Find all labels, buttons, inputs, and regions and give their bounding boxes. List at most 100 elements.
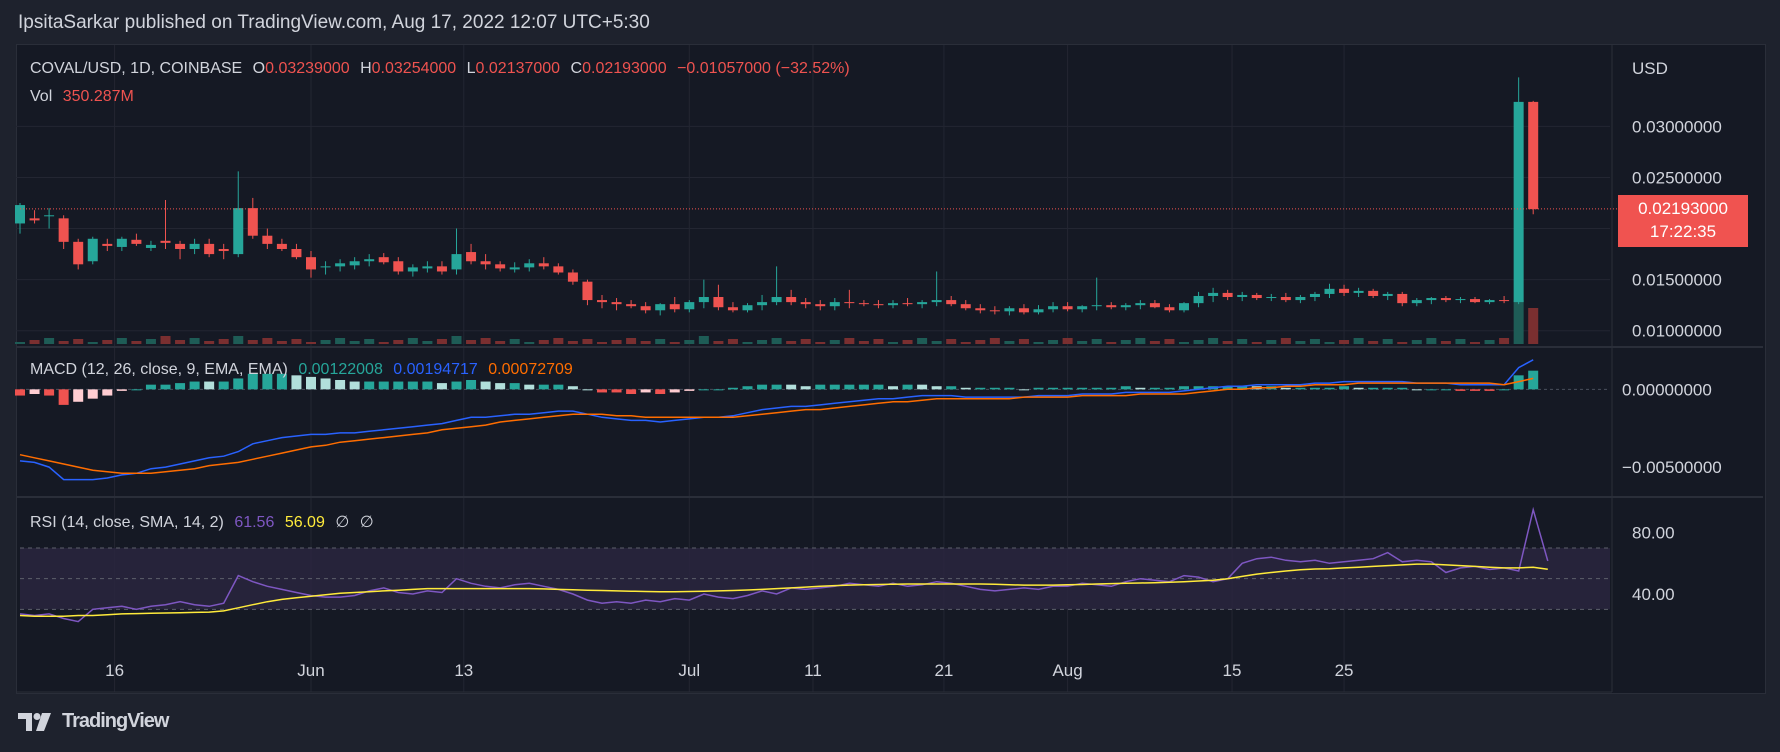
candle-body xyxy=(538,263,549,267)
volume-bar xyxy=(902,340,913,344)
candle-body xyxy=(626,304,637,307)
volume-bar xyxy=(1499,338,1510,344)
macd-hist-bar xyxy=(873,384,884,390)
candle-body xyxy=(888,303,898,306)
volume-bar xyxy=(291,339,302,344)
candle-body xyxy=(1251,294,1262,299)
macd-hist-bar xyxy=(320,378,331,390)
candle-body xyxy=(1149,303,1160,308)
low-value: 0.02137000 xyxy=(475,60,561,77)
candle-body xyxy=(451,254,462,270)
candle-body xyxy=(742,305,753,311)
last-price-value: 0.02193000 xyxy=(1638,199,1728,218)
tradingview-brand[interactable]: TradingView xyxy=(62,710,169,732)
volume-bar xyxy=(1309,339,1320,344)
candle-body xyxy=(1237,294,1248,298)
macd-hist-bar xyxy=(727,387,738,390)
volume-bar xyxy=(582,339,593,344)
macd-hist-bar xyxy=(1382,387,1393,390)
volume-bar xyxy=(44,338,55,344)
volume-bar xyxy=(1470,342,1480,344)
low-label: L xyxy=(466,60,476,77)
candle-body xyxy=(1339,288,1350,293)
macd-value: 0.00194717 xyxy=(393,361,478,378)
volume-bar xyxy=(276,341,287,344)
macd-hist-bar xyxy=(1237,386,1248,390)
candle-body xyxy=(611,302,622,305)
volume-bar xyxy=(1004,341,1015,344)
volume-bar xyxy=(509,339,520,344)
macd-hist-bar xyxy=(291,375,302,390)
vol-label[interactable]: Vol xyxy=(30,88,53,105)
volume-bar xyxy=(466,340,477,344)
volume-bar xyxy=(989,338,1000,344)
macd-hist-bar xyxy=(480,381,491,390)
close-value: 0.02193000 xyxy=(582,60,667,77)
candle-body xyxy=(1120,305,1131,308)
symbol-label[interactable]: COVAL/USD, 1D, COINBASE xyxy=(30,60,243,77)
volume-bar xyxy=(727,339,738,344)
candle-body xyxy=(145,244,156,248)
macd-hist-bar xyxy=(116,389,127,391)
macd-hist-bar xyxy=(524,384,535,390)
volume-bar xyxy=(1179,342,1189,344)
macd-hist-bar xyxy=(800,386,811,390)
candle-body xyxy=(1018,308,1029,313)
volume-bar xyxy=(145,339,156,344)
volume-bar xyxy=(771,338,782,344)
macd-hist-bar xyxy=(1193,386,1204,390)
macd-hist-bar xyxy=(466,380,477,390)
rsi-tick-label: 40.00 xyxy=(1632,585,1675,604)
macd-hist-bar xyxy=(1368,387,1379,390)
macd-hist-bar xyxy=(58,389,69,405)
macd-hist-bar xyxy=(1062,387,1073,390)
change-value: −0.01057000 (−32.52%) xyxy=(677,60,850,77)
macd-tick-label: −0.00500000 xyxy=(1622,458,1722,477)
macd-hist-bar xyxy=(757,384,768,390)
candle-body xyxy=(1368,290,1379,296)
volume-bar xyxy=(335,338,346,344)
macd-hist-bar xyxy=(553,384,564,390)
candle-body xyxy=(29,218,40,221)
rsi-band xyxy=(20,547,1610,610)
volume-bar xyxy=(1440,341,1451,344)
macd-label[interactable]: MACD (12, 26, close, 9, EMA, EMA) xyxy=(30,361,288,378)
macd-hist-bar xyxy=(131,389,142,391)
macd-hist-bar xyxy=(1440,389,1451,391)
signal-line xyxy=(19,377,1534,475)
candle-body xyxy=(960,304,971,309)
candle-body xyxy=(189,243,200,249)
candle-body xyxy=(233,208,244,255)
volume-bar xyxy=(1455,339,1466,344)
volume-bar xyxy=(1149,341,1160,344)
macd-hist-bar xyxy=(1295,387,1306,390)
volume-bar xyxy=(815,342,826,344)
macd-hist-bar xyxy=(218,381,229,390)
volume-bar xyxy=(393,340,404,344)
candle-body xyxy=(1091,305,1102,307)
high-label: H xyxy=(360,60,372,77)
volume-bar xyxy=(451,336,462,344)
macd-hist-bar xyxy=(626,389,637,394)
macd-hist-bar xyxy=(1280,387,1291,390)
vol-value: 350.287M xyxy=(62,88,134,105)
macd-hist-bar xyxy=(175,383,186,390)
rsi-label[interactable]: RSI (14, close, SMA, 14, 2) xyxy=(30,514,224,531)
macd-hist-bar xyxy=(888,386,898,390)
volume-bar xyxy=(1251,342,1262,344)
volume-bar xyxy=(698,336,709,344)
tradingview-logo-icon[interactable] xyxy=(18,712,54,731)
candle-body xyxy=(757,302,768,306)
volume-bar xyxy=(116,338,127,344)
candle-body xyxy=(44,215,55,217)
candle-body xyxy=(1513,101,1524,303)
x-tick-label: 25 xyxy=(1335,661,1354,680)
macd-hist-bar xyxy=(786,384,797,390)
macd-hist-bar xyxy=(1004,387,1015,390)
volume-bar xyxy=(1237,339,1248,344)
candle-body xyxy=(1077,306,1088,310)
candle-body xyxy=(1528,101,1539,210)
volume-bar xyxy=(742,342,753,344)
macd-hist-bar xyxy=(1484,389,1495,391)
